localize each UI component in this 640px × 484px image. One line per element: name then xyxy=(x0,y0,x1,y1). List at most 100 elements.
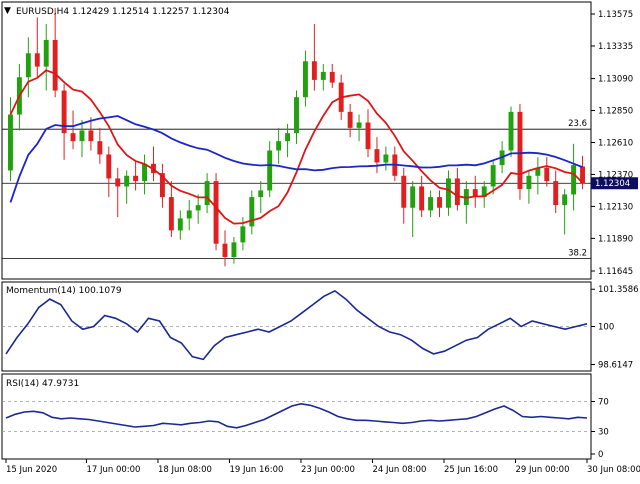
momentum-series xyxy=(2,289,591,361)
price-tick-label: 1.12370 xyxy=(598,170,633,180)
candle xyxy=(320,71,326,80)
candle xyxy=(365,122,371,150)
candle xyxy=(97,141,103,155)
candle xyxy=(472,189,478,198)
candle xyxy=(383,154,389,163)
candle xyxy=(535,167,541,176)
candle xyxy=(115,178,121,187)
price-tick-label: 1.11645 xyxy=(598,267,633,277)
rsi-title: RSI(14) 47.9731 xyxy=(6,379,79,389)
current-price-label: 1.12304 xyxy=(595,179,630,189)
fib-level-label: 23.6 xyxy=(568,119,587,129)
price-tick-label: 1.13335 xyxy=(598,42,633,52)
price-tick-label: 1.12850 xyxy=(598,107,633,117)
candle xyxy=(124,175,130,187)
price-tick-label: 1.13090 xyxy=(598,75,633,85)
candle xyxy=(43,39,49,67)
candle xyxy=(347,111,353,128)
indicator-tick-label: 101.3586 xyxy=(598,285,639,295)
collapse-icon[interactable]: ▼ xyxy=(4,6,11,16)
candle xyxy=(302,61,308,98)
candle xyxy=(517,111,523,190)
candle xyxy=(159,173,165,198)
candle xyxy=(61,90,67,134)
candle xyxy=(88,130,94,142)
time-tick-label: 24 Jun 08:00 xyxy=(372,465,426,475)
fib-level-label: 38.2 xyxy=(568,248,587,258)
candle xyxy=(428,197,434,211)
candle xyxy=(401,175,407,208)
price-tick-label: 1.11890 xyxy=(598,234,633,244)
candle xyxy=(267,150,273,191)
candle xyxy=(168,197,174,231)
candle xyxy=(106,154,112,179)
candle xyxy=(481,186,487,198)
candle xyxy=(553,181,559,206)
candle xyxy=(204,181,210,206)
candle xyxy=(329,71,335,83)
candle xyxy=(445,178,451,208)
candle xyxy=(454,178,460,206)
time-tick-label: 30 Jun 08:00 xyxy=(587,465,640,475)
candle xyxy=(374,149,380,163)
candle xyxy=(571,165,577,195)
candle xyxy=(8,114,13,171)
candle xyxy=(544,167,550,182)
current-price-badge xyxy=(591,177,638,190)
candle xyxy=(142,163,148,182)
candle xyxy=(311,61,317,80)
time-tick-label: 23 Jun 00:00 xyxy=(301,465,355,475)
candle xyxy=(294,97,299,134)
candle xyxy=(240,226,246,243)
candle xyxy=(285,133,291,142)
candle xyxy=(177,218,183,231)
candle xyxy=(213,181,219,244)
candle xyxy=(526,175,532,190)
candle xyxy=(356,122,362,128)
price-tick-label: 1.12610 xyxy=(598,138,633,148)
candle xyxy=(562,194,568,206)
price-series: 23.6 38.2 xyxy=(2,7,591,267)
candle xyxy=(195,205,201,211)
candle xyxy=(580,166,585,184)
candle xyxy=(410,186,416,208)
candle xyxy=(70,133,76,142)
candle xyxy=(508,111,514,151)
indicator-line xyxy=(5,402,588,429)
candle xyxy=(79,130,85,142)
fast-moving-average-line xyxy=(9,69,584,225)
candle xyxy=(437,197,442,208)
price-tick-label: 1.13575 xyxy=(598,10,633,20)
candle xyxy=(133,175,139,182)
time-tick-label: 29 Jun 00:00 xyxy=(515,465,569,475)
candle xyxy=(490,165,496,187)
indicator-tick-label: 0 xyxy=(598,450,603,460)
axes: 1.13575 1.13335 1.13090 1.12850 1.12610 1.123… xyxy=(5,10,640,475)
moving-averages xyxy=(9,69,584,225)
indicator-tick-label: 70 xyxy=(598,398,609,408)
momentum-title: Momentum(14) 100.1079 xyxy=(6,286,122,296)
time-tick-label: 17 Jun 00:00 xyxy=(86,465,140,475)
time-tick-label: 25 Jun 16:00 xyxy=(444,465,498,475)
time-tick-label: 19 Jun 16:00 xyxy=(229,465,283,475)
indicator-tick-label: 30 xyxy=(598,428,609,438)
candle xyxy=(276,141,282,151)
rsi-pane[interactable] xyxy=(1,373,592,460)
indicator-line xyxy=(5,289,588,361)
candle xyxy=(419,186,425,211)
price-tick-label: 1.12130 xyxy=(598,202,633,212)
indicator-tick-label: 100 xyxy=(598,323,614,333)
candle xyxy=(34,53,40,67)
slow-moving-average-line xyxy=(9,115,583,203)
candle xyxy=(52,39,58,91)
candle xyxy=(25,53,31,78)
time-tick-label: 18 Jun 08:00 xyxy=(158,465,212,475)
candle xyxy=(222,243,228,258)
candle xyxy=(186,210,192,219)
candle xyxy=(249,197,255,227)
candle xyxy=(231,242,237,258)
rsi-series xyxy=(2,401,591,432)
candle xyxy=(258,190,264,198)
